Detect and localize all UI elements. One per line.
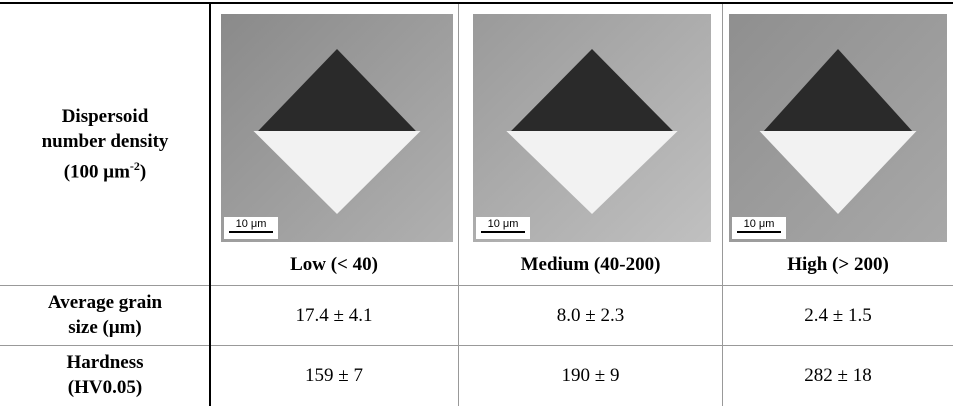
scale-label: 10 μm: [236, 218, 267, 230]
cell: 17.4 ± 4.1: [210, 305, 458, 327]
cell: 8.0 ± 2.3: [459, 305, 722, 327]
cell: 190 ± 9: [459, 365, 722, 387]
column-name: High (> 200): [723, 254, 953, 276]
micrograph: 10 μm: [729, 14, 947, 242]
cell: 282 ± 18: [723, 365, 953, 387]
scale-label: 10 μm: [744, 218, 775, 230]
label-line: Hardness: [0, 350, 210, 375]
col-rule: [209, 4, 211, 406]
col-rule: [458, 4, 459, 406]
label-close: ): [140, 161, 146, 182]
cell: 2.4 ± 1.5: [723, 305, 953, 327]
micrograph: 10 μm: [221, 14, 453, 242]
scale-label: 10 μm: [488, 218, 519, 230]
label-line: Dispersoid: [0, 104, 210, 129]
row-label: Hardness(HV0.05): [0, 350, 210, 400]
header-label: Dispersoid number density (100 μm-2): [0, 104, 210, 184]
row-rule: [0, 285, 953, 286]
label-line: number density: [0, 129, 210, 154]
column-name: Low (< 40): [210, 254, 458, 276]
row-rule: [0, 345, 953, 346]
micrograph: 10 μm: [473, 14, 711, 242]
label-unit: (100 μm: [64, 161, 130, 182]
column-name: Medium (40-200): [459, 254, 722, 276]
label-line: (100 μm-2): [0, 154, 210, 184]
label-line: Average grain: [0, 290, 210, 315]
cell: 159 ± 7: [210, 365, 458, 387]
label-line: (HV0.05): [0, 375, 210, 400]
col-rule: [722, 4, 723, 406]
label-line: size (μm): [0, 315, 210, 340]
label-sup: -2: [130, 159, 140, 173]
table: Dispersoid number density (100 μm-2) Low…: [0, 0, 953, 406]
top-rule: [0, 2, 953, 4]
